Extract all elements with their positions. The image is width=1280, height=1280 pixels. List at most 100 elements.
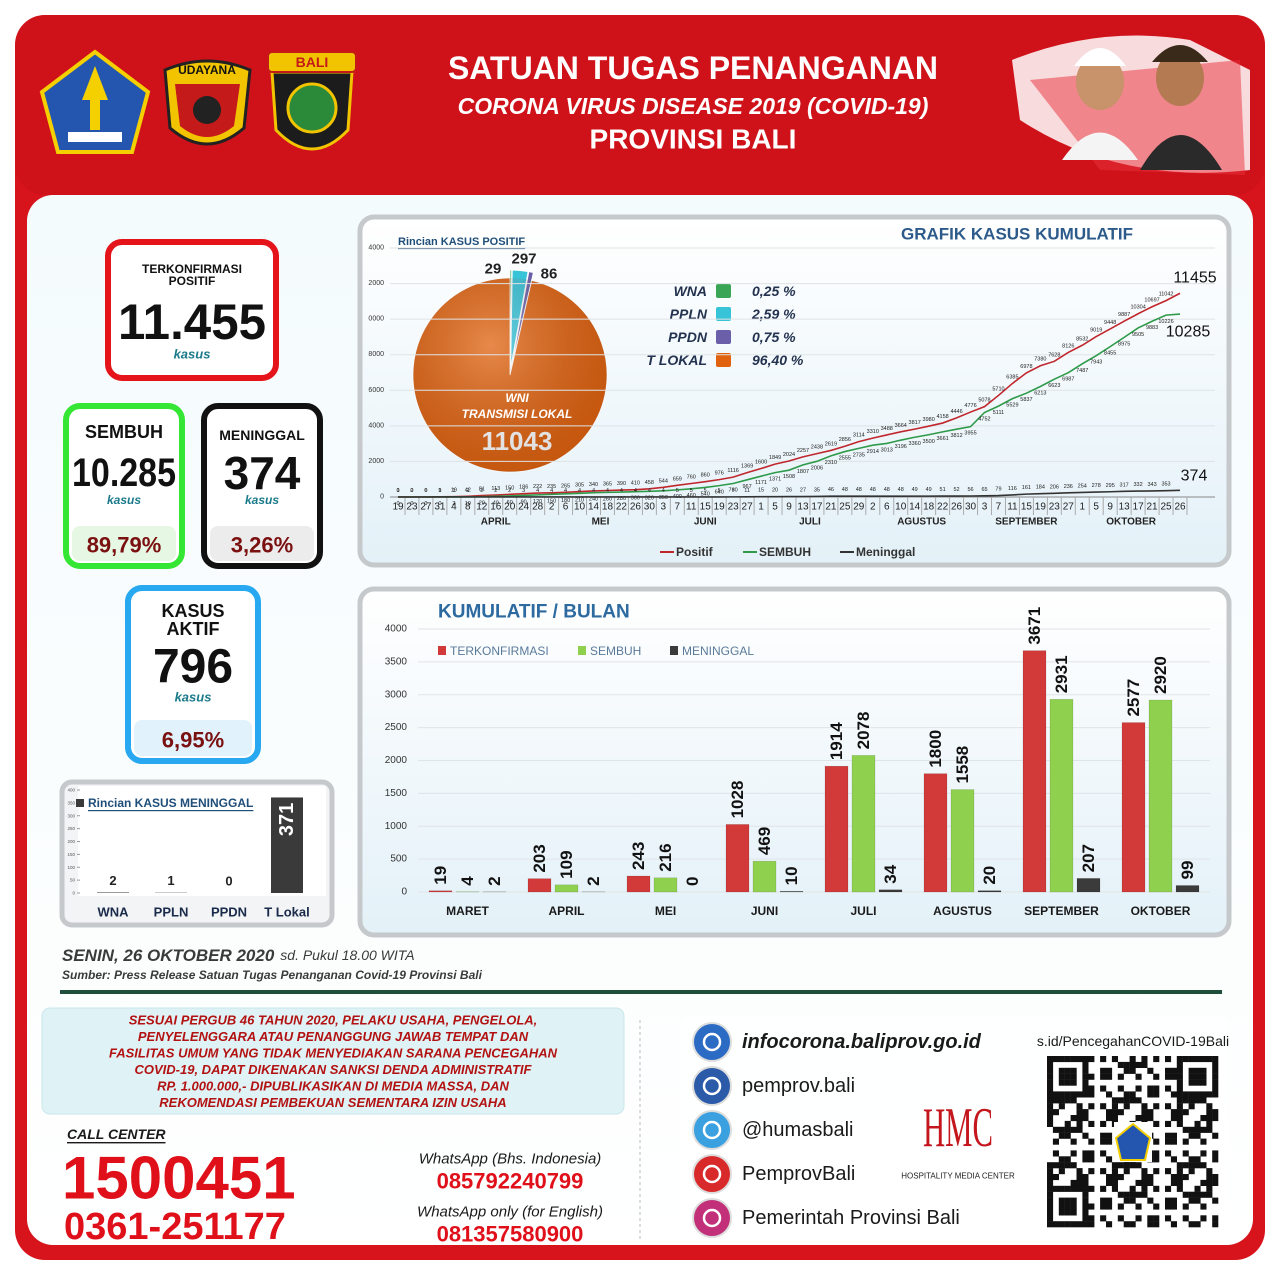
qr-cell — [1141, 1191, 1148, 1198]
bar — [554, 884, 579, 893]
bar-value-label: 2 — [109, 873, 116, 888]
point-value-label: 6213 — [1034, 390, 1046, 396]
point-value-label: 320 — [645, 495, 654, 501]
point-value-label: 184 — [1036, 485, 1045, 491]
point-value-label: 11 — [744, 488, 750, 494]
x-tick-label: 11 — [686, 502, 697, 513]
whatsapp-label: WhatsApp only (for English) — [417, 1204, 603, 1221]
point-value-label: 2 — [494, 488, 497, 494]
person-1-body — [1062, 132, 1138, 160]
social-icon-inner — [702, 1032, 722, 1052]
qr-cell — [1165, 1085, 1172, 1092]
qr-cell — [1070, 1138, 1077, 1145]
qr-cell — [1153, 1168, 1160, 1175]
x-tick-label: T Lokal — [264, 905, 310, 920]
qr-cell — [1076, 1174, 1083, 1181]
x-tick-label: 16 — [490, 502, 502, 513]
qr-cell — [1100, 1168, 1107, 1175]
bar — [725, 824, 750, 893]
qr-cell — [1141, 1103, 1148, 1110]
x-tick-label: 23 — [406, 502, 418, 513]
qr-cell — [1147, 1091, 1154, 1098]
point-value-label: 2 — [466, 488, 469, 494]
bar-value-label: 371 — [276, 803, 298, 836]
qr-cell — [1058, 1221, 1065, 1228]
qr-logo — [1114, 1122, 1152, 1161]
qr-cell — [1106, 1091, 1113, 1098]
qr-cell — [1212, 1132, 1219, 1139]
qr-cell — [1106, 1203, 1113, 1210]
qr-cell — [1088, 1138, 1095, 1145]
qr-cell — [1111, 1056, 1118, 1063]
point-value-label: 236 — [1064, 484, 1073, 490]
point-value-label: 3812 — [950, 433, 962, 439]
qr-cell — [1082, 1215, 1089, 1222]
qr-cell — [1047, 1079, 1054, 1086]
header-subtitle: CORONA VIRUS DISEASE 2019 (COVID-19) — [458, 93, 929, 119]
deaths-value: 374 — [224, 447, 301, 499]
qr-cell — [1212, 1079, 1219, 1086]
qr-cell — [1123, 1067, 1130, 1074]
legend-swatch — [670, 646, 678, 655]
qr-cell — [1153, 1156, 1160, 1163]
y-tick-label: 6000 — [368, 387, 384, 394]
qr-cell — [1176, 1097, 1183, 1104]
qr-cell — [1165, 1150, 1172, 1157]
qr-cell — [1082, 1197, 1089, 1204]
qr-cell — [1106, 1138, 1113, 1145]
point-value-label: 19 — [451, 488, 457, 494]
qr-cell — [1058, 1203, 1065, 1210]
qr-cell — [1082, 1174, 1089, 1181]
qr-cell — [1206, 1168, 1213, 1175]
active-band — [134, 720, 252, 756]
qr-cell — [1111, 1179, 1118, 1186]
legend-swatch — [716, 284, 731, 298]
legend-percent: 2,59 % — [751, 306, 796, 322]
legend-label: T LOKAL — [646, 352, 707, 368]
qr-cell — [1194, 1097, 1201, 1104]
bar-chart-title: KUMULATIF / BULAN — [438, 602, 630, 623]
social-handle: pemprov.bali — [742, 1075, 855, 1097]
qr-cell — [1052, 1185, 1059, 1192]
x-tick-label: MEI — [655, 904, 676, 918]
x-tick-label: 22 — [616, 502, 628, 513]
qr-cell — [1153, 1103, 1160, 1110]
y-tick-label: 250 — [67, 826, 75, 831]
point-value-label: 9505 — [1132, 332, 1144, 338]
active-box — [125, 585, 261, 764]
point-value-label: 5 — [690, 488, 693, 494]
point-value-label: 0 — [396, 501, 399, 507]
point-value-label: 760 — [729, 487, 738, 493]
point-value-label: 5710 — [992, 386, 1004, 392]
x-tick-label: 26 — [630, 502, 642, 513]
qr-cell — [1058, 1103, 1065, 1110]
x-tick-label: 19 — [1035, 502, 1047, 513]
qr-cell — [1200, 1115, 1207, 1122]
qr-cell — [1123, 1091, 1130, 1098]
point-value-label: 5 — [676, 488, 679, 494]
active-value: 796 — [153, 641, 233, 694]
qr-cell — [1082, 1079, 1089, 1086]
point-value-label: 4446 — [950, 409, 962, 415]
qr-cell — [1047, 1085, 1054, 1092]
person-2-body — [1140, 135, 1222, 170]
logo-police-emblem — [286, 82, 338, 134]
qr-cell — [1100, 1073, 1107, 1080]
legend-percent: 0,75 % — [752, 329, 796, 345]
x-tick-label: 3 — [982, 502, 988, 513]
social-icon-inner — [702, 1164, 722, 1184]
qr-cell — [1088, 1156, 1095, 1163]
qr-cell — [1200, 1191, 1207, 1198]
qr-cell — [1088, 1056, 1095, 1063]
point-value-label: 410 — [631, 481, 640, 487]
x-tick-label: 14 — [588, 502, 600, 513]
point-value-label: 5837 — [1020, 397, 1032, 403]
qr-cell — [1135, 1179, 1142, 1186]
qr-cell — [1212, 1115, 1219, 1122]
qr-cell — [1082, 1203, 1089, 1210]
qr-cell — [1188, 1079, 1195, 1086]
point-value-label: 8975 — [1118, 341, 1130, 347]
qr-cell — [1129, 1162, 1136, 1169]
qr-cell — [1194, 1156, 1201, 1163]
qr-cell — [1176, 1109, 1183, 1116]
